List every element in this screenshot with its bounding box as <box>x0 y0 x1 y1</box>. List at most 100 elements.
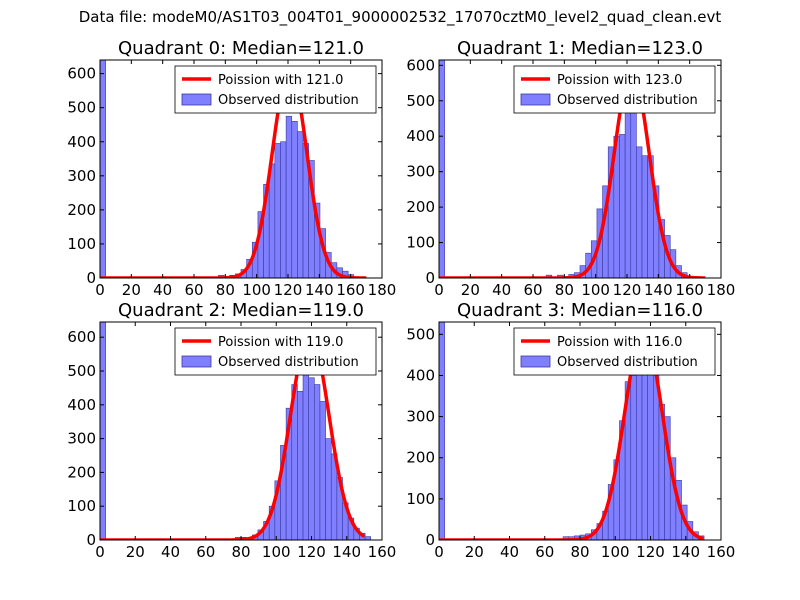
x-tick-label: 0 <box>434 281 444 299</box>
panel-title: Quadrant 1: Median=123.0 <box>457 38 703 59</box>
histogram-bar <box>100 322 106 540</box>
legend: Poission with 119.0 Observed distribution <box>174 327 377 376</box>
histogram-bar <box>636 366 643 540</box>
x-tick-label: 180 <box>707 281 736 299</box>
y-tick-label: 600 <box>67 65 96 83</box>
histogram-bar <box>302 357 309 540</box>
panel-title: Quadrant 2: Median=119.0 <box>118 300 364 321</box>
panel-quadrant-1: 0 20 40 60 80 100 120 140 160 1800100200300400500… <box>406 38 735 299</box>
x-tick-label: 40 <box>492 281 511 299</box>
axes-frame <box>99 59 383 279</box>
panel-quadrant-0: 0 20 40 60 80 100 120 140 160 1800100200300400500… <box>67 38 396 299</box>
legend-line-label: Poission with 123.0 <box>557 73 682 88</box>
histogram-bar <box>274 143 281 278</box>
histogram-bar <box>641 155 648 278</box>
y-tick-label: 300 <box>67 430 96 448</box>
x-tick-label: 40 <box>161 543 180 561</box>
x-tick-label: 120 <box>636 543 665 561</box>
histogram-bar <box>439 322 445 540</box>
x-tick-label: 0 <box>434 543 444 561</box>
legend: Poission with 121.0 Observed distribution <box>174 65 377 114</box>
y-tick-label: 400 <box>67 396 96 414</box>
y-tick-label: 200 <box>406 449 435 467</box>
panel-quadrant-2: 0 20 40 60 80 100 120 140 160 0 100 200 300 400 500 600… <box>67 300 396 561</box>
y-tick-label: 200 <box>406 198 435 216</box>
x-tick-label: 140 <box>671 543 700 561</box>
y-tick-label: 100 <box>406 490 435 508</box>
legend-bar-label: Observed distribution <box>218 93 359 108</box>
x-tick-label: 80 <box>570 543 589 561</box>
histogram-bar <box>100 60 106 278</box>
histogram-bar <box>308 377 315 540</box>
x-tick-label: 100 <box>262 543 291 561</box>
poisson-curve <box>439 68 707 278</box>
histogram-bar <box>325 438 332 540</box>
x-tick-label: 160 <box>675 281 704 299</box>
y-tick-label: 300 <box>406 163 435 181</box>
y-tick-label: 100 <box>406 234 435 252</box>
figure-title: Data file: modeM0/AS1T03_004T01_90000025… <box>78 8 722 26</box>
x-tick-label: 20 <box>465 543 484 561</box>
legend-bar-label: Observed distribution <box>218 355 359 370</box>
x-tick-label: 20 <box>461 281 480 299</box>
legend-bar-swatch <box>181 355 212 368</box>
y-tick-label: 600 <box>406 56 435 74</box>
y-tick-label: 600 <box>67 328 96 346</box>
histogram-bar <box>297 131 304 278</box>
legend: Poission with 123.0 Observed distribution <box>513 65 716 114</box>
histogram-bar <box>619 134 626 278</box>
y-tick-label: 100 <box>67 497 96 515</box>
y-tick-label: 400 <box>67 133 96 151</box>
x-tick-label: 120 <box>613 281 642 299</box>
legend-bar-swatch <box>520 355 551 368</box>
y-tick-label: 500 <box>67 362 96 380</box>
x-tick-label: 140 <box>305 281 334 299</box>
y-tick-label: 0 <box>86 269 96 287</box>
y-tick-label: 300 <box>67 167 96 185</box>
plot-area <box>100 60 368 278</box>
x-tick-label: 180 <box>368 281 397 299</box>
legend-bar-label: Observed distribution <box>557 355 698 370</box>
poisson-curve <box>100 68 368 278</box>
y-tick-label: 400 <box>406 127 435 145</box>
x-tick-label: 160 <box>336 281 365 299</box>
y-tick-label: 0 <box>425 531 435 549</box>
legend-line-label: Poission with 116.0 <box>557 335 682 350</box>
x-tick-label: 100 <box>581 281 610 299</box>
x-tick-label: 80 <box>555 281 574 299</box>
x-tick-label: 80 <box>231 543 250 561</box>
y-tick-label: 200 <box>67 201 96 219</box>
histogram-bar <box>641 356 648 540</box>
x-tick-label: 20 <box>126 543 145 561</box>
histogram-bar <box>636 146 643 278</box>
legend-bar-swatch <box>520 93 551 106</box>
histogram-bar <box>314 384 321 540</box>
panel-quadrant-3: 0 20 40 60 80 100 120 140 160 0 100 200 300 400 500 Qua… <box>406 300 735 561</box>
histogram-bar <box>624 104 632 278</box>
histogram-bar <box>285 115 293 278</box>
histogram-bar <box>280 141 287 278</box>
y-tick-label: 200 <box>67 463 96 481</box>
y-tick-label: 0 <box>425 269 435 287</box>
y-tick-label: 500 <box>67 99 96 117</box>
x-tick-label: 0 <box>95 543 105 561</box>
histogram-bar <box>291 121 298 278</box>
plot-area <box>439 60 707 278</box>
panel-title: Quadrant 0: Median=121.0 <box>118 38 364 59</box>
x-tick-label: 160 <box>707 543 736 561</box>
x-tick-label: 100 <box>601 543 630 561</box>
y-tick-label: 0 <box>86 531 96 549</box>
x-tick-label: 60 <box>184 281 203 299</box>
y-tick-label: 500 <box>406 92 435 110</box>
x-tick-label: 140 <box>332 543 361 561</box>
legend-line-label: Poission with 119.0 <box>218 335 343 350</box>
histogram-bar <box>364 536 372 540</box>
histogram-bar <box>319 401 326 540</box>
x-tick-label: 60 <box>196 543 215 561</box>
legend-bar-swatch <box>181 93 212 106</box>
panel-title: Quadrant 3: Median=116.0 <box>457 300 703 321</box>
legend: Poission with 116.0 Observed distribution <box>513 327 716 376</box>
y-tick-label: 300 <box>406 408 435 426</box>
x-tick-label: 120 <box>297 543 326 561</box>
